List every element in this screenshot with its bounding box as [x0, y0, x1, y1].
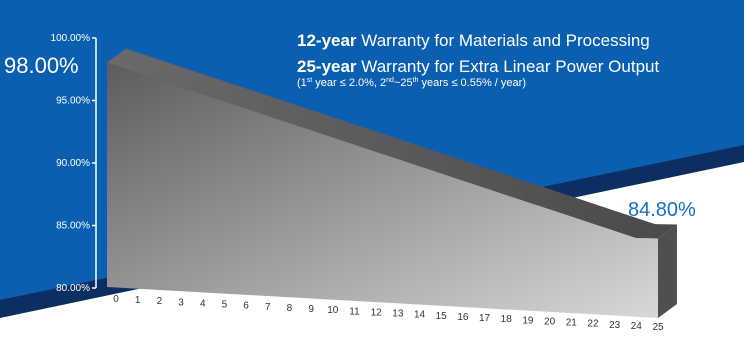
x-tick-label: 17 [479, 313, 491, 324]
x-tick-label: 22 [587, 319, 599, 330]
x-axis-tick-labels: 0 1 2 3 4 5 6 7 8 9 10 11 12 13 14 15 16 17 18 19 20 21 22 23 24… [113, 294, 664, 333]
y-tick-label: 90.00% [56, 158, 90, 169]
bar-top-surface [107, 48, 677, 239]
y-tick-label: 95.00% [56, 96, 90, 107]
x-tick-label: 20 [544, 316, 556, 327]
end-value-label: 84.80% [628, 199, 696, 221]
x-tick-label: 1 [135, 295, 141, 306]
degradation-conditions: (1st year ≤ 2.0%, 2nd~25th years ≤ 0.55%… [297, 77, 526, 89]
x-tick-label: 5 [222, 300, 228, 311]
x-tick-label: 3 [178, 297, 184, 308]
y-tick-label: 85.00% [56, 221, 90, 232]
warranty-bar-3d [107, 48, 677, 319]
x-tick-label: 10 [327, 305, 339, 316]
x-tick-label: 18 [501, 314, 513, 325]
x-tick-label: 0 [113, 294, 119, 305]
x-tick-label: 25 [652, 322, 664, 333]
x-tick-label: 9 [308, 304, 314, 315]
x-tick-label: 11 [349, 306, 360, 317]
x-tick-label: 15 [436, 311, 448, 322]
x-tick-label: 4 [200, 298, 206, 309]
y-tick-label: 100.00% [51, 33, 91, 44]
x-tick-label: 19 [522, 315, 534, 326]
x-tick-label: 24 [631, 321, 643, 332]
x-tick-label: 13 [392, 309, 404, 320]
power-warranty-text: 25-year Warranty for Extra Linear Power … [297, 57, 660, 76]
x-tick-label: 6 [243, 301, 249, 312]
y-tick-label: 80.00% [56, 283, 90, 294]
x-tick-label: 2 [157, 296, 163, 307]
x-tick-label: 14 [414, 310, 426, 321]
x-tick-label: 7 [265, 302, 271, 313]
bar-front-face [107, 62, 658, 319]
x-tick-label: 21 [566, 318, 578, 329]
y-axis-ticks: 80.00% 85.00% 90.00% 95.00% 100.00% [51, 33, 96, 294]
bar-end-side [658, 224, 677, 318]
x-tick-label: 16 [457, 312, 469, 323]
x-tick-label: 12 [371, 307, 383, 318]
x-tick-label: 23 [609, 320, 621, 331]
x-tick-label: 8 [287, 303, 293, 314]
materials-warranty-text: 12-year Warranty for Materials and Proce… [297, 31, 650, 50]
start-value-label: 98.00% [4, 53, 79, 78]
